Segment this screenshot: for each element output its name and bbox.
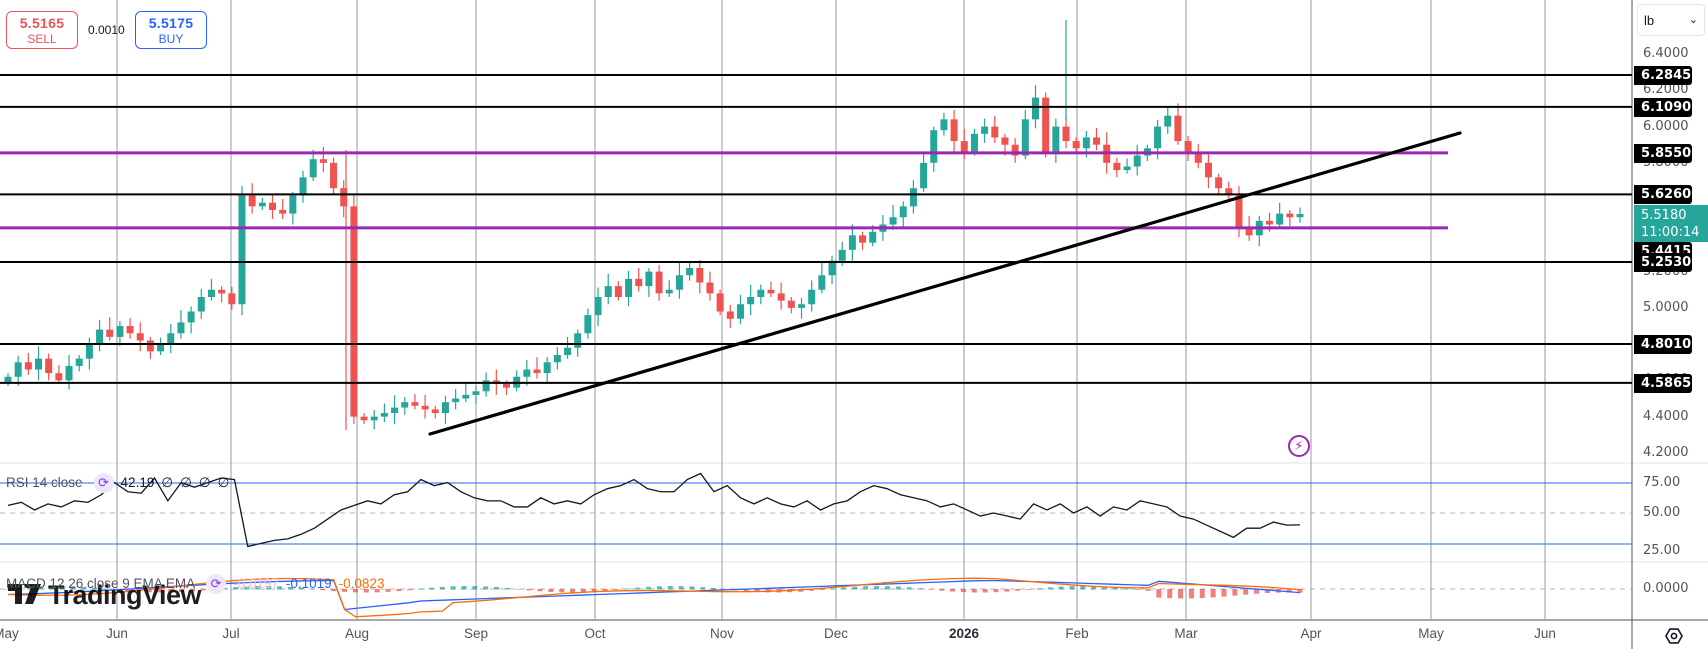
level-price-tag: 5.6260 (1634, 185, 1692, 205)
price-tick: 6.4000 (1643, 46, 1689, 62)
price-tick: 5.0000 (1643, 299, 1689, 315)
buy-button[interactable]: 5.5175 BUY (135, 11, 207, 49)
chevron-down-icon: ⌄ (1688, 14, 1698, 26)
rsi-tick: 25.00 (1643, 543, 1681, 558)
buy-price: 5.5175 (148, 15, 194, 31)
macd-legend[interactable]: MACD 12 26 close 9 EMA EMA ⟳ -0.0197 -0.101… (6, 574, 391, 594)
buy-label: BUY (158, 32, 184, 46)
macd-signal-value: -0.0823 (338, 575, 385, 591)
month-label: Feb (1065, 626, 1089, 641)
month-label: May (0, 626, 19, 641)
settings-icon[interactable] (1664, 626, 1684, 646)
rsi-extra: ∅ (161, 474, 174, 490)
price-tick: 6.2000 (1643, 82, 1689, 98)
macd-tick: 0.0000 (1643, 581, 1689, 596)
rsi-value: 42.19 (120, 474, 155, 490)
level-price-tag: 5.8550 (1634, 143, 1692, 163)
sell-price: 5.5165 (19, 15, 65, 31)
rsi-label: RSI 14 close (6, 474, 83, 490)
sell-button[interactable]: 5.5165 SELL (6, 11, 78, 49)
level-price-tag: 5.2530 (1634, 253, 1692, 272)
unit-select[interactable]: lb ⌄ (1637, 4, 1705, 36)
rsi-tick: 75.00 (1643, 475, 1681, 490)
rsi-legend[interactable]: RSI 14 close ⟳ 42.19 ∅ ∅ ∅ ∅ (6, 473, 236, 493)
month-label: Dec (823, 626, 849, 641)
price-tick: 6.0000 (1643, 118, 1689, 134)
month-label: Mar (1174, 626, 1198, 641)
month-label: Aug (344, 626, 370, 641)
current-price: 5.5180 (1641, 208, 1687, 223)
logo-text: TradingView (48, 580, 202, 610)
month-label: Nov (709, 626, 735, 641)
tradingview-mark-icon (8, 584, 41, 604)
unit-select-value: lb (1644, 13, 1655, 28)
refresh-icon[interactable]: ⟳ (206, 574, 227, 594)
month-label: Apr (1300, 626, 1322, 641)
macd-histogram-value: -0.0197 (233, 575, 279, 591)
month-label: Jun (1534, 626, 1556, 641)
level-price-tag: 4.8010 (1634, 334, 1692, 354)
sell-label: SELL (27, 32, 57, 46)
rsi-extra: ∅ (217, 474, 230, 490)
month-label: Oct (584, 626, 606, 641)
current-price-tag: 5.5180 11:00:14 (1634, 205, 1708, 242)
price-tick: 4.4000 (1643, 408, 1689, 424)
month-label: Jul (222, 626, 240, 641)
macd-line-value: -0.1019 (285, 575, 332, 591)
rsi-tick: 50.00 (1643, 505, 1681, 520)
rsi-extra: ∅ (180, 474, 192, 490)
macd-label: MACD 12 26 close 9 EMA EMA (6, 575, 196, 591)
month-label: May (1418, 626, 1444, 641)
lightning-event-icon[interactable]: ⚡ (1288, 435, 1310, 457)
rsi-extra: ∅ (198, 474, 211, 490)
spread-value: 0.0010 (88, 23, 125, 37)
month-label: 2026 (948, 626, 980, 641)
tradingview-logo[interactable]: TradingView (8, 580, 202, 611)
refresh-icon[interactable]: ⟳ (93, 473, 114, 493)
level-price-tag: 4.5865 (1634, 373, 1692, 393)
month-label: Jun (106, 626, 128, 641)
bar-countdown: 11:00:14 (1641, 225, 1700, 240)
level-price-tag: 6.1090 (1634, 97, 1692, 117)
price-tick: 4.2000 (1643, 444, 1689, 460)
month-label: Sep (463, 626, 489, 641)
level-price-tag: 6.2845 (1634, 66, 1692, 85)
